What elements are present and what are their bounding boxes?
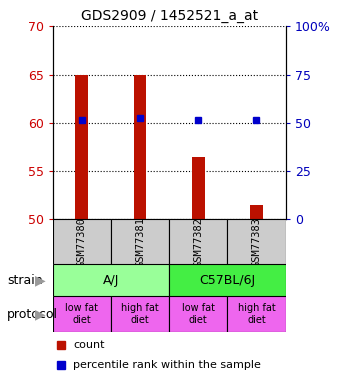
Text: strain: strain xyxy=(7,274,42,287)
Bar xyxy=(134,75,147,219)
Text: high fat
diet: high fat diet xyxy=(238,303,275,325)
Bar xyxy=(227,219,286,264)
Text: count: count xyxy=(73,340,105,350)
Bar xyxy=(53,296,111,332)
Bar xyxy=(169,296,227,332)
Bar xyxy=(75,75,88,219)
Text: ▶: ▶ xyxy=(35,307,46,321)
Bar xyxy=(169,264,286,296)
Bar xyxy=(192,157,205,219)
Text: low fat
diet: low fat diet xyxy=(65,303,98,325)
Text: GSM77382: GSM77382 xyxy=(193,217,203,267)
Text: GSM77380: GSM77380 xyxy=(77,217,87,267)
Text: GDS2909 / 1452521_a_at: GDS2909 / 1452521_a_at xyxy=(82,9,258,23)
Bar xyxy=(53,264,169,296)
Text: A/J: A/J xyxy=(103,274,119,287)
Text: high fat
diet: high fat diet xyxy=(121,303,159,325)
Text: low fat
diet: low fat diet xyxy=(182,303,215,325)
Text: percentile rank within the sample: percentile rank within the sample xyxy=(73,360,261,370)
Text: C57BL/6J: C57BL/6J xyxy=(199,274,255,287)
Bar xyxy=(111,296,169,332)
Text: GSM77381: GSM77381 xyxy=(135,217,145,267)
Bar xyxy=(227,296,286,332)
Bar xyxy=(169,219,227,264)
Bar xyxy=(111,219,169,264)
Text: GSM77383: GSM77383 xyxy=(252,217,261,267)
Bar xyxy=(53,219,111,264)
Text: protocol: protocol xyxy=(7,308,58,321)
Bar xyxy=(250,205,263,219)
Text: ▶: ▶ xyxy=(35,273,46,287)
